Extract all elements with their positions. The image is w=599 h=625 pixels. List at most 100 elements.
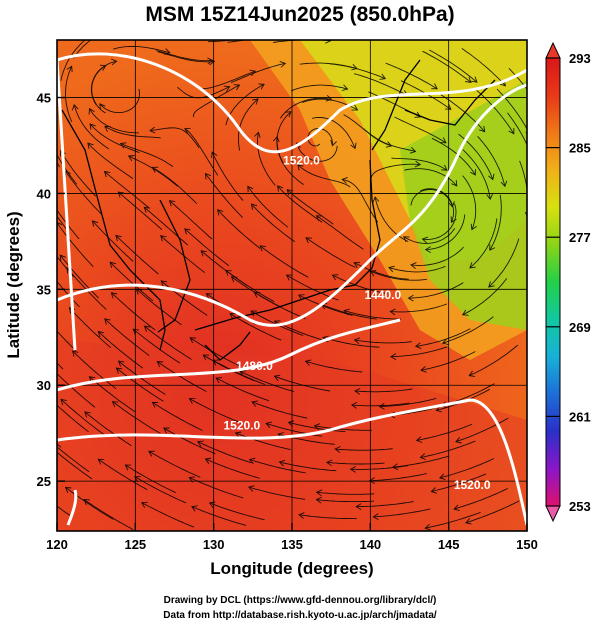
streamline (415, 328, 471, 347)
streamline-arrow (47, 444, 53, 450)
streamline-arrow (334, 446, 341, 453)
streamline (322, 337, 380, 348)
streamline (57, 153, 78, 185)
streamline (91, 65, 106, 114)
streamline (385, 62, 438, 90)
streamline-arrow (260, 33, 265, 39)
streamline (104, 318, 150, 356)
streamline-arrow (471, 76, 478, 83)
streamline (205, 458, 260, 479)
streamline-arrow (391, 463, 399, 471)
streamline (329, 63, 386, 80)
streamline (350, 465, 409, 470)
streamline-arrow (410, 262, 417, 269)
y-tick-label: 35 (37, 282, 51, 297)
colorbar-tick-label: 269 (569, 320, 591, 335)
streamline-arrow (280, 32, 285, 38)
streamline (57, 446, 90, 473)
streamline-arrow (110, 292, 118, 299)
x-axis: 120 125 130 135 140 145 150 (46, 523, 538, 552)
streamline-arrow (259, 245, 266, 252)
streamline (453, 488, 508, 510)
y-tick-label: 25 (37, 474, 51, 489)
y-tick-label: 40 (37, 186, 51, 201)
credit-line-2: Data from http://database.rish.kyoto-u.a… (163, 610, 437, 621)
streamline-arrow (470, 223, 477, 231)
streamline-arrow (315, 496, 322, 504)
contour-label: 1440.0 (365, 288, 402, 302)
streamline (57, 215, 67, 230)
streamline-arrow (508, 128, 515, 135)
streamline (128, 155, 178, 187)
streamline (354, 388, 413, 393)
streamline-arrow (104, 125, 111, 132)
streamline-arrow (57, 221, 63, 229)
y-axis: 25 30 35 40 45 (37, 91, 65, 489)
streamline (370, 270, 427, 281)
streamline (425, 511, 481, 529)
streamline (109, 261, 154, 302)
x-tick-label: 150 (516, 537, 538, 552)
streamline-arrow (277, 185, 284, 192)
streamline-arrow (248, 485, 255, 492)
streamline-arrow (409, 146, 417, 154)
streamline-arrow (315, 489, 323, 497)
streamline-arrow (117, 360, 125, 367)
streamline (469, 344, 519, 377)
streamline-arrow (202, 354, 209, 361)
streamline-arrow (143, 206, 151, 213)
streamline-arrow (353, 337, 361, 345)
streamline-arrow (104, 318, 111, 325)
streamline-arrow (468, 370, 476, 377)
streamline (134, 476, 187, 504)
streamline-arrow (97, 330, 105, 338)
streamline-arrow (530, 158, 536, 164)
streamline-arrow (451, 180, 458, 187)
streamline-arrow (251, 400, 258, 407)
streamline-arrow (208, 501, 216, 508)
streamline-arrow (465, 76, 472, 83)
streamline-arrow (250, 310, 257, 317)
streamline (259, 245, 309, 278)
streamline-arrow (45, 394, 51, 400)
streamline (57, 443, 62, 448)
streamline-arrow (350, 142, 357, 150)
streamline-arrow (305, 237, 312, 244)
colorbar-tick-label: 253 (569, 499, 591, 514)
streamline-arrow (287, 420, 295, 427)
streamline (422, 203, 457, 240)
streamline (230, 62, 286, 84)
streamline (392, 455, 450, 468)
streamline-arrow (286, 188, 294, 196)
y-tick-label: 30 (37, 378, 51, 393)
streamline-arrow (160, 280, 168, 287)
streamline-arrow (229, 313, 236, 320)
streamline-arrow (88, 376, 96, 383)
streamline-arrow (223, 85, 231, 92)
streamline (321, 303, 377, 320)
streamline (184, 228, 230, 267)
streamline-arrow (331, 274, 339, 281)
streamline-arrow (230, 276, 238, 283)
streamline (57, 209, 80, 240)
colorbar-body (545, 57, 561, 507)
streamline-arrow (89, 123, 96, 130)
streamline (149, 127, 200, 149)
streamline (240, 370, 295, 393)
streamline-arrow (421, 236, 429, 244)
streamline (312, 116, 356, 149)
streamline-arrow (64, 486, 72, 493)
streamline (462, 149, 491, 200)
streamline-arrow (273, 374, 281, 382)
streamline-arrow (184, 127, 191, 134)
streamline-arrow (424, 246, 431, 253)
streamline-arrow (184, 228, 191, 235)
streamline (200, 70, 256, 90)
streamline-arrow (190, 505, 198, 512)
streamline (112, 401, 161, 434)
streamline (215, 377, 270, 402)
streamline (212, 359, 266, 386)
streamline-arrow (461, 309, 469, 316)
streamline-arrow (234, 431, 242, 438)
contour-label: 1520.0 (454, 478, 491, 492)
